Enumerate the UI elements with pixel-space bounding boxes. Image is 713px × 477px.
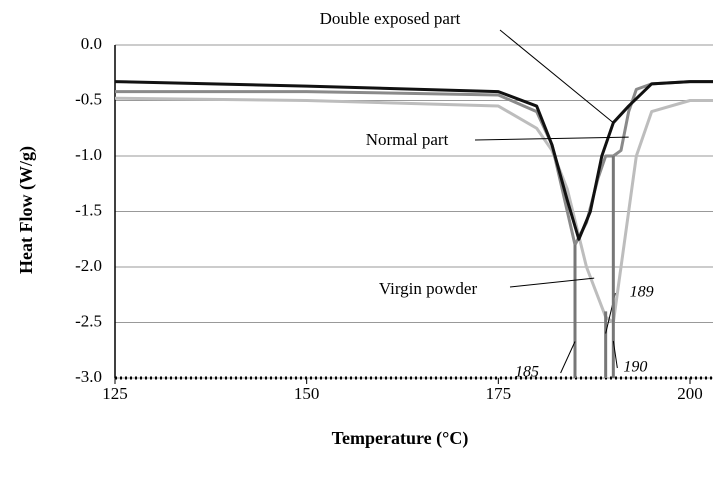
annotation: Double exposed part (320, 9, 461, 28)
x-tick-label: 200 (677, 384, 703, 403)
y-axis-title: Heat Flow (W/g) (16, 146, 37, 274)
y-tick-label: -2.5 (75, 311, 102, 330)
line-series (115, 80, 713, 247)
marker-label: 189 (630, 284, 654, 301)
annotation: Normal part (366, 130, 449, 149)
x-tick-label: 175 (486, 384, 512, 403)
annotation: Virgin powder (379, 279, 478, 298)
y-tick-label: -2.0 (75, 256, 102, 275)
y-tick-label: -1.0 (75, 145, 102, 164)
x-axis-title: Temperature (°C) (332, 428, 469, 449)
x-tick-label: 150 (294, 384, 320, 403)
y-tick-label: 0.0 (81, 34, 102, 53)
y-tick-label: -3.0 (75, 367, 102, 386)
marker-label: 190 (623, 359, 647, 376)
line-series (114, 80, 713, 241)
marker-leader (612, 340, 618, 369)
annotation-leader (499, 29, 614, 124)
marker-leader (560, 341, 576, 374)
y-tick-label: -1.5 (75, 200, 102, 219)
x-tick-label: 125 (102, 384, 128, 403)
y-tick-label: -0.5 (75, 89, 102, 108)
annotation-leader (509, 277, 595, 288)
marker-label: 185 (515, 364, 539, 381)
annotation-leader (474, 136, 629, 141)
